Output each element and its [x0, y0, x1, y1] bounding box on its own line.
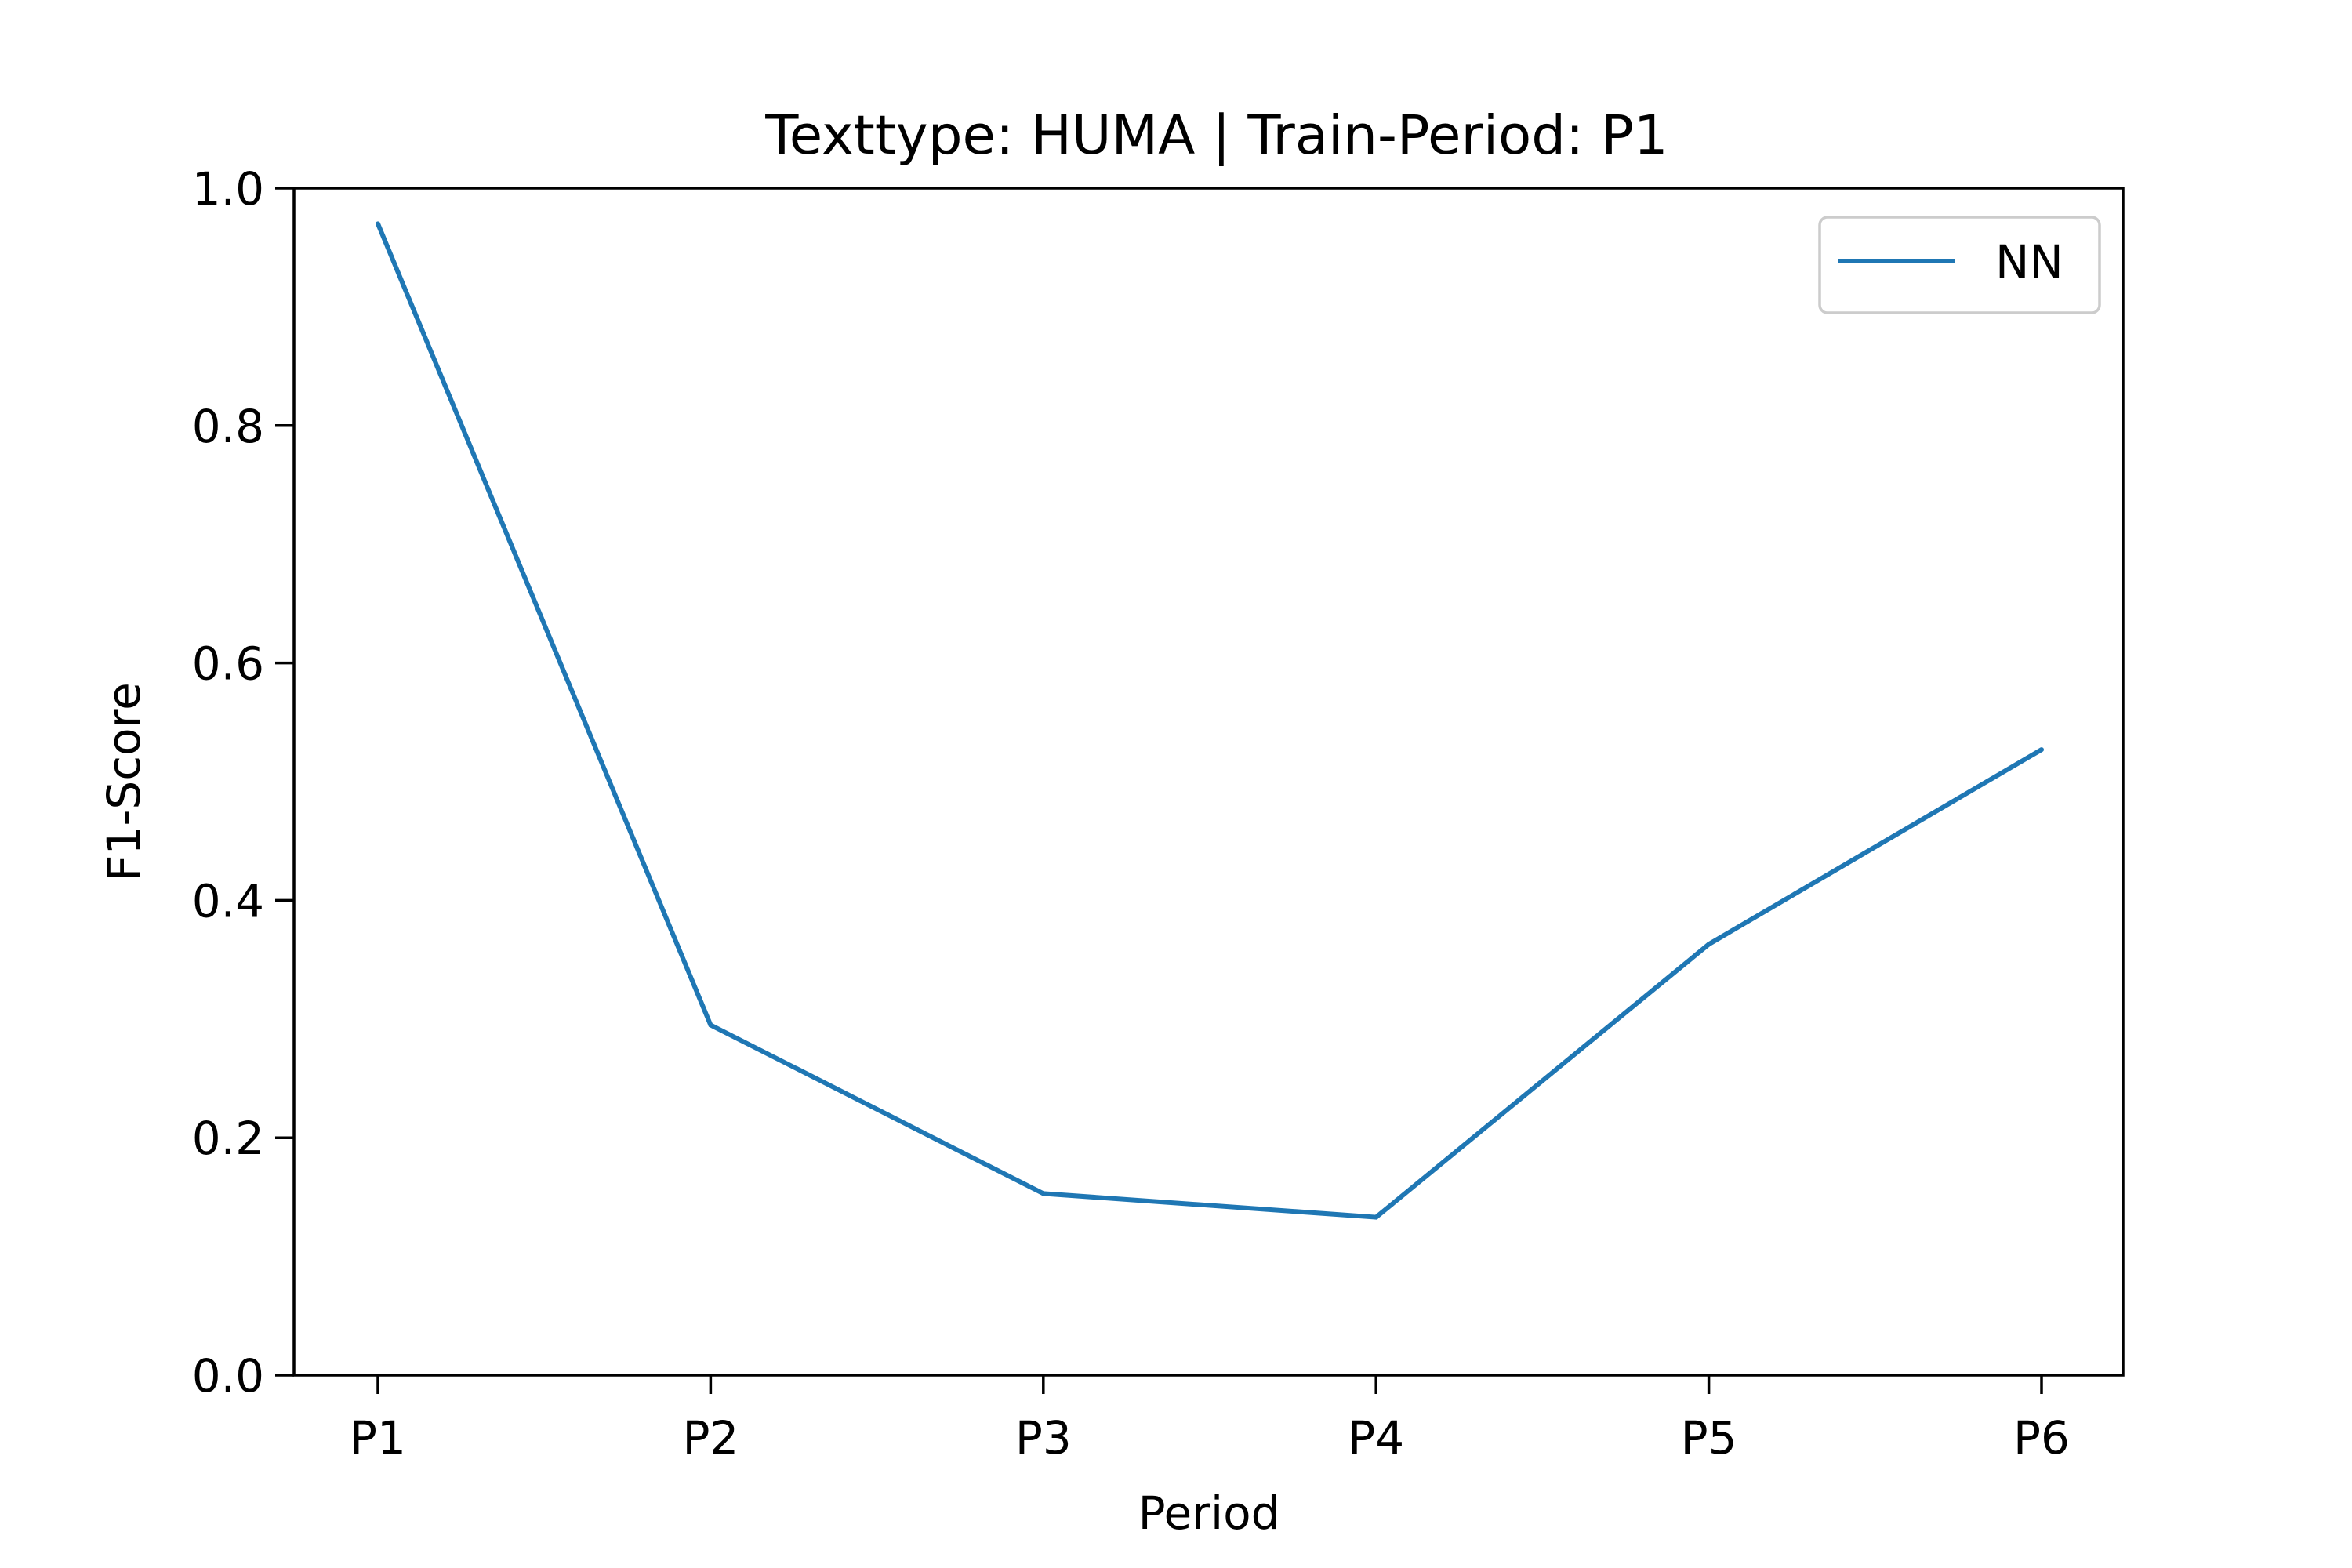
- chart-title: Texttype: HUMA | Train-Period: P1: [764, 104, 1668, 167]
- y-axis: 0.0 0.2 0.4 0.6 0.8 1.0: [192, 162, 294, 1403]
- legend-box: [1818, 216, 2101, 314]
- data-point: [376, 221, 380, 227]
- data-point: [1040, 1191, 1046, 1196]
- x-axis: P1 P2 P3 P4 P5 P6: [350, 1375, 2070, 1465]
- data-point: [1706, 942, 1711, 947]
- x-tick-label: P1: [350, 1411, 406, 1465]
- y-tick-label: 1.0: [192, 162, 264, 216]
- series-layer: [376, 221, 2044, 1220]
- legend-label-nn: NN: [1995, 235, 2063, 289]
- y-tick-label: 0.2: [192, 1112, 264, 1165]
- y-tick-label: 0.6: [192, 637, 264, 691]
- plot-area-frame: [292, 187, 2125, 1377]
- y-tick-label: 0.8: [192, 400, 264, 453]
- legend: NN: [1818, 216, 2101, 314]
- series-line-nn: [376, 223, 2043, 1220]
- data-point: [708, 1022, 713, 1028]
- x-tick-label: P2: [682, 1411, 739, 1465]
- x-tick-label: P4: [1348, 1411, 1404, 1465]
- data-point: [1374, 1214, 1379, 1220]
- y-tick-label: 0.0: [192, 1349, 264, 1403]
- data-point: [2039, 747, 2044, 753]
- x-tick-label: P6: [2013, 1411, 2070, 1465]
- x-tick-label: P3: [1015, 1411, 1072, 1465]
- y-tick-label: 0.4: [192, 874, 264, 927]
- y-axis-label: F1-Score: [97, 682, 151, 881]
- x-axis-label: Period: [1138, 1486, 1280, 1540]
- x-tick-label: P5: [1681, 1411, 1737, 1465]
